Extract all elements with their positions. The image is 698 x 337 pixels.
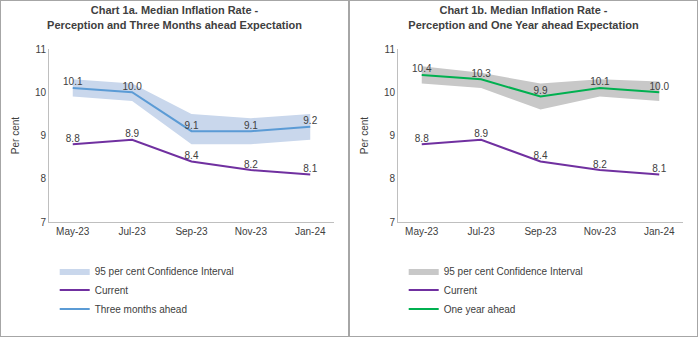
svg-text:10: 10: [35, 87, 47, 98]
svg-text:8.8: 8.8: [415, 133, 429, 144]
svg-text:Chart 1a. Median Inflation Rat: Chart 1a. Median Inflation Rate -Percept…: [47, 4, 302, 30]
svg-text:Nov-23: Nov-23: [235, 226, 268, 237]
svg-text:Sep-23: Sep-23: [524, 226, 557, 237]
svg-text:8.2: 8.2: [244, 159, 258, 170]
svg-text:9.9: 9.9: [534, 85, 548, 96]
svg-text:10.4: 10.4: [412, 63, 432, 74]
svg-text:8.1: 8.1: [303, 163, 317, 174]
svg-text:Jul-23: Jul-23: [119, 226, 147, 237]
svg-text:May-23: May-23: [405, 226, 439, 237]
svg-text:Current: Current: [95, 285, 129, 296]
svg-text:8: 8: [389, 173, 395, 184]
svg-text:9.1: 9.1: [244, 120, 258, 131]
svg-text:May-23: May-23: [56, 226, 90, 237]
svg-text:10: 10: [384, 87, 396, 98]
svg-text:8.1: 8.1: [652, 163, 666, 174]
svg-text:One year ahead: One year ahead: [444, 304, 516, 315]
svg-text:10.3: 10.3: [471, 68, 491, 79]
svg-text:10.0: 10.0: [122, 81, 142, 92]
svg-text:Three months ahead: Three months ahead: [95, 304, 187, 315]
svg-text:9.1: 9.1: [185, 120, 199, 131]
svg-text:8.2: 8.2: [593, 159, 607, 170]
svg-text:9.2: 9.2: [303, 115, 317, 126]
svg-text:8.8: 8.8: [66, 133, 80, 144]
svg-text:Jan-24: Jan-24: [295, 226, 326, 237]
svg-text:8.9: 8.9: [474, 128, 488, 139]
svg-text:8.4: 8.4: [185, 150, 199, 161]
svg-text:Nov-23: Nov-23: [584, 226, 617, 237]
svg-text:8: 8: [40, 173, 46, 184]
svg-text:9: 9: [389, 130, 395, 141]
svg-text:8.4: 8.4: [534, 150, 548, 161]
svg-text:Chart 1b. Median Inflation Rat: Chart 1b. Median Inflation Rate -Percept…: [408, 4, 639, 30]
svg-text:95 per cent Confidence Interva: 95 per cent Confidence Interval: [95, 266, 234, 277]
svg-text:Current: Current: [444, 285, 478, 296]
svg-text:Jul-23: Jul-23: [468, 226, 496, 237]
svg-text:Sep-23: Sep-23: [175, 226, 208, 237]
svg-text:Jan-24: Jan-24: [644, 226, 675, 237]
svg-text:95 per cent Confidence Interva: 95 per cent Confidence Interval: [444, 266, 583, 277]
svg-text:11: 11: [385, 44, 396, 55]
svg-text:7: 7: [40, 217, 46, 228]
svg-text:10.1: 10.1: [63, 76, 83, 87]
svg-text:Per cent: Per cent: [359, 117, 370, 154]
svg-text:11: 11: [36, 44, 47, 55]
svg-text:9: 9: [40, 130, 46, 141]
svg-text:7: 7: [389, 217, 395, 228]
svg-text:10.1: 10.1: [590, 76, 610, 87]
svg-text:10.0: 10.0: [650, 81, 670, 92]
svg-text:Per cent: Per cent: [10, 117, 21, 154]
svg-text:8.9: 8.9: [125, 128, 139, 139]
